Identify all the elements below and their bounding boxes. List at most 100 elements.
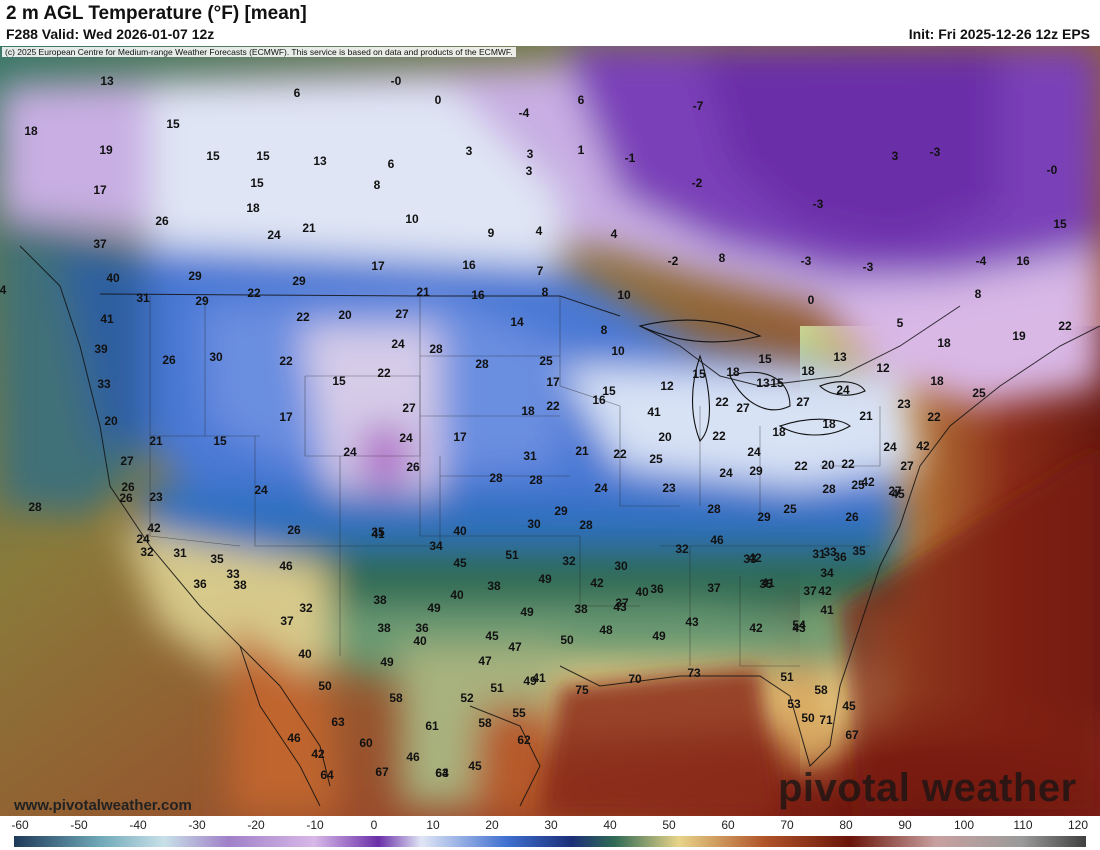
temperature-value-label: 30 — [209, 350, 223, 364]
temperature-value-label: 15 — [602, 384, 616, 398]
temperature-value-label: 31 — [136, 291, 150, 305]
colorbar-tick: 120 — [1067, 818, 1089, 832]
temperature-value-label: 24 — [343, 445, 357, 459]
temperature-value-label: 14 — [510, 315, 524, 329]
map-value-labels: 136-00 6-4 -718 153 119 15 15 13 63 -1 3 -3-017 15 83… — [0, 74, 1072, 782]
temperature-value-label: 40 — [298, 647, 312, 661]
temperature-value-label: 64 — [320, 768, 334, 782]
temperature-value-label: 21 — [575, 444, 589, 458]
temperature-value-label: 18 — [937, 336, 951, 350]
temperature-value-label: 45 — [842, 699, 856, 713]
temperature-value-label: 26 — [119, 491, 133, 505]
temperature-value-label: 33 — [743, 552, 757, 566]
temperature-value-label: 71 — [819, 713, 833, 727]
temperature-value-label: 15 — [250, 176, 264, 190]
temperature-value-label: 24 — [836, 383, 850, 397]
temperature-value-label: 67 — [375, 765, 389, 779]
temperature-value-label: 40 — [413, 634, 427, 648]
temperature-value-label: 18 — [246, 201, 260, 215]
temperature-value-label: 15 — [166, 117, 180, 131]
temperature-value-label: -3 — [863, 260, 874, 274]
temperature-value-label: 63 — [331, 715, 345, 729]
temperature-value-label: 27 — [395, 307, 409, 321]
temperature-value-label: 24 — [719, 466, 733, 480]
temperature-value-label: 27 — [900, 459, 914, 473]
temperature-value-label: 31 — [173, 546, 187, 560]
temperature-value-label: 29 — [554, 504, 568, 518]
temperature-value-label: 9 — [488, 226, 495, 240]
temperature-value-label: 24 — [747, 445, 761, 459]
temperature-value-label: 36 — [193, 577, 207, 591]
temperature-value-label: 50 — [801, 711, 815, 725]
temperature-value-label: 15 — [758, 352, 772, 366]
temperature-value-label: 24 — [136, 532, 150, 546]
temperature-value-label: 49 — [520, 605, 534, 619]
temperature-value-label: 3 — [466, 144, 473, 158]
temperature-value-label: 41 — [647, 405, 661, 419]
temperature-value-label: 10 — [611, 344, 625, 358]
temperature-value-label: 35 — [210, 552, 224, 566]
map-title: 2 m AGL Temperature (°F) [mean] — [6, 3, 307, 24]
temperature-value-label: 22 — [712, 429, 726, 443]
temperature-value-label: 22 — [279, 354, 293, 368]
temperature-value-label: 16 — [1016, 254, 1030, 268]
temperature-value-label: 27 — [796, 395, 810, 409]
temperature-value-label: 16 — [471, 288, 485, 302]
temperature-value-label: 49 — [652, 629, 666, 643]
temperature-value-label: 29 — [188, 269, 202, 283]
temperature-value-label: 15 — [692, 367, 706, 381]
temperature-value-label: 61 — [425, 719, 439, 733]
temperature-value-label: 48 — [599, 623, 613, 637]
colorbar-tick: 30 — [544, 818, 558, 832]
temperature-value-label: 49 — [380, 655, 394, 669]
temperature-value-label: 20 — [338, 308, 352, 322]
temperature-value-label: 6 — [388, 157, 395, 171]
site-url[interactable]: www.pivotalweather.com — [14, 797, 192, 814]
temperature-value-label: -4 — [519, 106, 530, 120]
temperature-value-label: 20 — [821, 458, 835, 472]
temperature-value-label: 51 — [490, 681, 504, 695]
temperature-value-label: 41 — [532, 671, 546, 685]
temperature-value-label: 32 — [140, 545, 154, 559]
temperature-value-label: 49 — [523, 674, 537, 688]
temperature-value-label: 28 — [579, 518, 593, 532]
temperature-value-label: 3 — [892, 149, 899, 163]
temperature-value-label: 40 — [635, 585, 649, 599]
temperature-value-label: 16 — [592, 393, 606, 407]
temperature-value-label: -2 — [668, 254, 679, 268]
temperature-value-label: 42 — [147, 521, 161, 535]
temperature-value-label: 18 — [24, 124, 38, 138]
colorbar-tick: 110 — [1013, 818, 1033, 832]
temperature-value-label: 43 — [792, 621, 806, 635]
temperature-value-label: 21 — [149, 434, 163, 448]
temperature-value-label: 36 — [833, 550, 847, 564]
temperature-value-label: 6 — [578, 93, 585, 107]
temperature-value-label: 46 — [406, 750, 420, 764]
temperature-value-label: 10 — [617, 288, 631, 302]
temperature-value-label: -0 — [1047, 163, 1058, 177]
temperature-value-label: 38 — [233, 578, 247, 592]
temperature-value-label: 31 — [523, 449, 537, 463]
temperature-value-label: 32 — [299, 601, 313, 615]
temperature-value-label: 25 — [649, 452, 663, 466]
colorbar-tick: 50 — [662, 818, 676, 832]
temperature-value-label: 18 — [521, 404, 535, 418]
colorbar-tick: -60 — [11, 818, 29, 832]
temperature-value-label: 15 — [1053, 217, 1067, 231]
temperature-value-label: 28 — [475, 357, 489, 371]
temperature-value-label: 38 — [377, 621, 391, 635]
temperature-value-label: 8 — [975, 287, 982, 301]
temperature-value-label: 40 — [450, 588, 464, 602]
temperature-value-label: 15 — [256, 149, 270, 163]
temperature-value-label: 30 — [614, 559, 628, 573]
temperature-value-label: 17 — [279, 410, 293, 424]
temperature-value-label: 47 — [508, 640, 522, 654]
temperature-value-label: 45 — [485, 629, 499, 643]
temperature-value-label: 22 — [377, 366, 391, 380]
temperature-value-label: 13 — [100, 74, 114, 88]
temperature-value-label: 45 — [468, 759, 482, 773]
temperature-value-label: 22 — [715, 395, 729, 409]
temperature-value-label: 46 — [279, 559, 293, 573]
temperature-value-label: 43 — [685, 615, 699, 629]
temperature-value-label: -2 — [692, 176, 703, 190]
